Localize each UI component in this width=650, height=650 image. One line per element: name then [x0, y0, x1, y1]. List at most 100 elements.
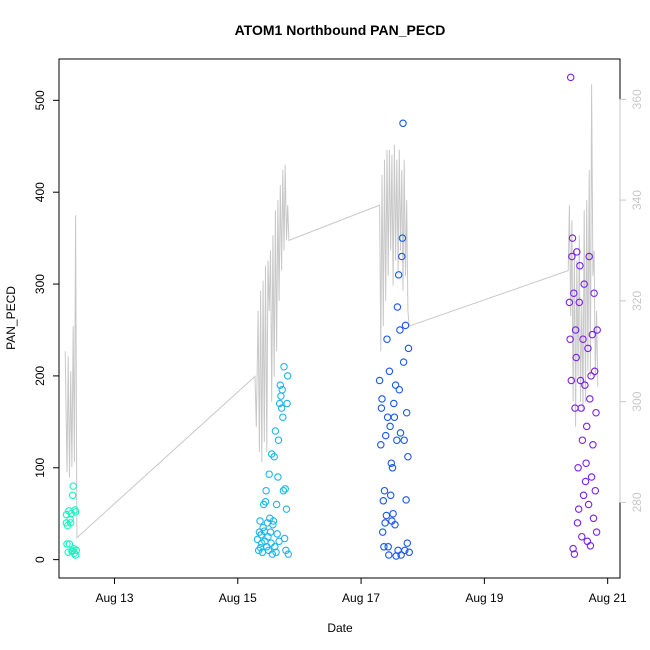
data-point-series-2 [280, 534, 289, 543]
data-point-series-3 [385, 551, 393, 559]
data-point-series-3 [386, 491, 395, 500]
data-point-series-4 [581, 477, 590, 486]
data-point-series-3 [398, 252, 406, 261]
data-point-series-3 [389, 509, 397, 518]
y2-tick-label: 300 [630, 391, 644, 411]
secondary-series [64, 84, 599, 539]
data-point-series-1 [63, 540, 71, 548]
y-axis-left: 0 100 200 300 400 500 [33, 90, 59, 563]
data-point-series-3 [397, 551, 405, 559]
y-tick-label: 100 [33, 457, 47, 477]
data-point-series-2 [261, 498, 270, 506]
data-point-series-2 [280, 362, 288, 371]
data-point-series-4 [568, 234, 577, 242]
data-point-series-4 [573, 519, 582, 527]
data-point-series-2 [266, 528, 275, 536]
data-point-series-2 [272, 500, 281, 509]
data-point-series-4 [588, 330, 597, 339]
data-point-series-2 [279, 486, 288, 495]
data-point-series-2 [283, 372, 292, 380]
data-point-series-4 [581, 381, 589, 389]
data-point-series-4 [568, 252, 576, 261]
data-point-series-4 [592, 528, 601, 536]
data-point-series-4 [580, 280, 588, 288]
data-point-series-4 [578, 436, 587, 444]
data-point-series-3 [396, 429, 405, 437]
data-point-series-3 [379, 497, 388, 505]
data-point-series-3 [381, 431, 390, 440]
data-point-series-1 [68, 491, 77, 500]
data-point-series-3 [398, 234, 407, 242]
data-point-series-4 [584, 344, 592, 353]
data-point-series-3 [375, 376, 384, 385]
x-axis: Aug 13 Aug 15 Aug 17 Aug 19 Aug 21 [95, 578, 627, 605]
data-point-series-3 [401, 321, 410, 330]
data-point-series-2 [282, 505, 291, 513]
data-point-series-3 [383, 413, 392, 421]
x-axis-label: Date [327, 621, 353, 635]
data-point-series-4 [570, 550, 579, 558]
data-point-series-2 [272, 548, 280, 557]
data-point-series-4 [586, 542, 595, 550]
data-point-series-4 [587, 473, 596, 481]
data-point-series-3 [383, 335, 391, 343]
data-point-series-3 [391, 381, 400, 389]
scatter-points [62, 73, 601, 560]
data-point-series-2 [273, 530, 281, 538]
data-point-series-3 [385, 367, 394, 376]
secondary-series-line [64, 84, 599, 539]
data-point-series-3 [404, 452, 412, 461]
data-point-series-2 [278, 385, 286, 394]
data-point-series-3 [402, 408, 411, 417]
data-point-series-1 [62, 510, 71, 519]
data-point-series-1 [65, 540, 74, 548]
data-point-series-4 [590, 289, 598, 297]
data-point-series-2 [277, 404, 286, 412]
data-point-series-3 [399, 119, 407, 128]
x-tick-label: Aug 19 [465, 591, 503, 605]
data-point-series-4 [565, 298, 574, 307]
data-point-series-2 [281, 485, 289, 493]
data-point-series-3 [393, 436, 401, 444]
data-point-series-3 [384, 543, 392, 551]
data-point-series-4 [569, 544, 577, 553]
data-point-series-4 [589, 441, 597, 449]
data-point-series-4 [567, 376, 576, 385]
data-point-series-2 [256, 517, 264, 525]
data-point-series-4 [579, 491, 588, 500]
data-point-series-3 [380, 543, 388, 551]
data-point-series-2 [274, 473, 282, 481]
x-tick-label: Aug 13 [95, 591, 133, 605]
data-point-series-4 [576, 376, 585, 385]
data-point-series-4 [582, 459, 590, 467]
data-point-series-2 [265, 470, 273, 478]
chart-title: ATOM1 Northbound PAN_PECD [235, 22, 446, 38]
data-point-series-3 [394, 271, 403, 279]
data-point-series-4 [583, 537, 592, 546]
plot-frame [58, 58, 621, 579]
data-point-series-4 [587, 372, 595, 380]
data-point-series-3 [396, 326, 404, 334]
data-point-series-4 [590, 367, 599, 376]
x-tick-label: Aug 15 [219, 591, 257, 605]
data-point-series-4 [593, 326, 601, 334]
y-tick-label: 500 [33, 90, 47, 110]
data-point-series-3 [402, 496, 410, 504]
y2-tick-label: 280 [630, 492, 644, 512]
data-point-series-3 [386, 422, 394, 431]
data-point-series-1 [66, 519, 75, 527]
data-point-series-4 [566, 73, 575, 82]
y-axis-label: PAN_PECD [4, 286, 18, 350]
x-tick-label: Aug 21 [589, 591, 627, 605]
data-point-series-4 [576, 261, 584, 270]
data-point-series-4 [574, 505, 583, 513]
y-tick-label: 200 [33, 366, 47, 386]
data-point-series-3 [401, 546, 409, 555]
y2-tick-label: 340 [630, 190, 644, 210]
data-point-series-4 [586, 395, 594, 403]
data-point-series-3 [394, 546, 402, 555]
y-axis-right: 280 300 320 340 360 [619, 89, 644, 512]
data-point-series-3 [405, 548, 413, 557]
data-point-series-3 [399, 358, 408, 366]
